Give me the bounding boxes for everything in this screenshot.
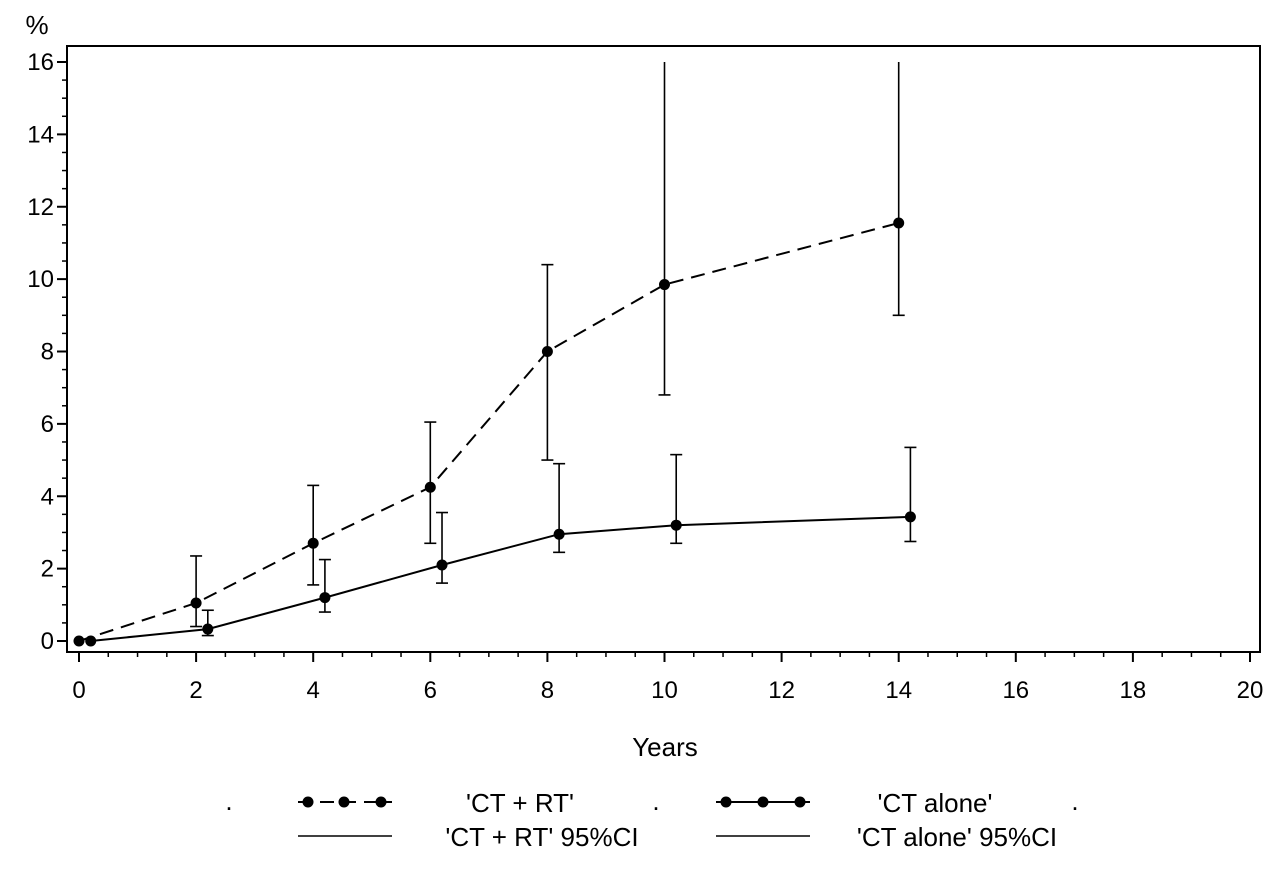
legend-dot-2: . (652, 786, 659, 816)
series-ct-alone-point-1 (202, 623, 214, 635)
y-tick-label-7: 14 (27, 121, 54, 148)
x-tick-label-3: 6 (424, 677, 437, 704)
legend-label-ct-rt-ci: 'CT + RT' 95%CI (445, 822, 638, 852)
series-ct-rt-point-3 (424, 481, 436, 493)
x-axis-title: Years (632, 732, 698, 762)
series-layer (73, 62, 917, 647)
y-tick-label-4: 8 (41, 339, 54, 366)
y-tick-label-6: 12 (27, 194, 54, 221)
series-ct-rt-line (78, 222, 899, 642)
x-tick-label-1: 2 (189, 677, 202, 704)
x-tick-label-10: 20 (1237, 677, 1264, 704)
legend-marker-ct-rt-2 (338, 796, 350, 808)
x-tick-label-9: 18 (1120, 677, 1147, 704)
y-axis: 0 2 4 6 8 10 12 14 16 (27, 49, 67, 655)
x-tick-label-8: 16 (1002, 677, 1029, 704)
x-tick-label-6: 12 (768, 677, 795, 704)
x-axis: 0 2 4 6 8 10 12 14 16 18 20 (72, 652, 1263, 704)
y-tick-label-8: 16 (27, 49, 54, 76)
series-ct-alone-point-2 (319, 592, 331, 604)
series-ct-alone-point-0 (85, 635, 97, 647)
series-ct-rt-point-4 (541, 346, 553, 357)
series-ct-alone-point-3 (436, 559, 448, 571)
x-tick-label-7: 14 (885, 677, 912, 704)
x-tick-label-5: 10 (651, 677, 678, 704)
y-tick-label-1: 2 (41, 556, 54, 583)
y-tick-label-2: 4 (41, 483, 54, 510)
y-tick-label-0: 0 (41, 628, 54, 655)
legend-dot-3: . (1071, 786, 1078, 816)
series-ct-rt-point-2 (307, 537, 319, 549)
x-tick-label-4: 8 (541, 677, 554, 704)
legend-label-ct-alone-ci: 'CT alone' 95%CI (857, 822, 1057, 852)
y-tick-label-3: 6 (41, 411, 54, 438)
y-axis-title: % (25, 10, 48, 40)
legend-label-ct-rt: 'CT + RT' (466, 788, 574, 818)
series-ct-rt-point-1 (190, 597, 202, 609)
legend-marker-ct-rt-3 (375, 796, 387, 808)
legend-marker-ct-alone-1 (720, 796, 732, 808)
legend-marker-ct-alone-3 (794, 796, 806, 808)
series-ct-alone-point-5 (670, 519, 682, 531)
x-tick-label-2: 4 (307, 677, 320, 704)
y-tick-label-5: 10 (27, 266, 54, 293)
series-ct-alone-point-6 (904, 511, 916, 523)
legend-label-ct-alone: 'CT alone' (878, 788, 993, 818)
series-ct-rt-point-5 (659, 279, 670, 291)
legend: . . . 'CT + RT' 'CT alone' 'CT + RT' 95%… (225, 786, 1078, 852)
plot-frame (66, 45, 1261, 653)
plot-area (66, 45, 1261, 653)
series-ct-rt-point-6 (893, 217, 905, 229)
legend-marker-ct-rt-1 (302, 796, 314, 808)
legend-dot-1: . (225, 786, 232, 816)
legend-marker-ct-alone-2 (757, 796, 769, 808)
series-ct-alone-line (90, 515, 911, 642)
series-ct-alone-point-4 (553, 528, 565, 540)
x-tick-label-0: 0 (72, 677, 85, 704)
series-ct-rt-point-0 (73, 635, 85, 647)
